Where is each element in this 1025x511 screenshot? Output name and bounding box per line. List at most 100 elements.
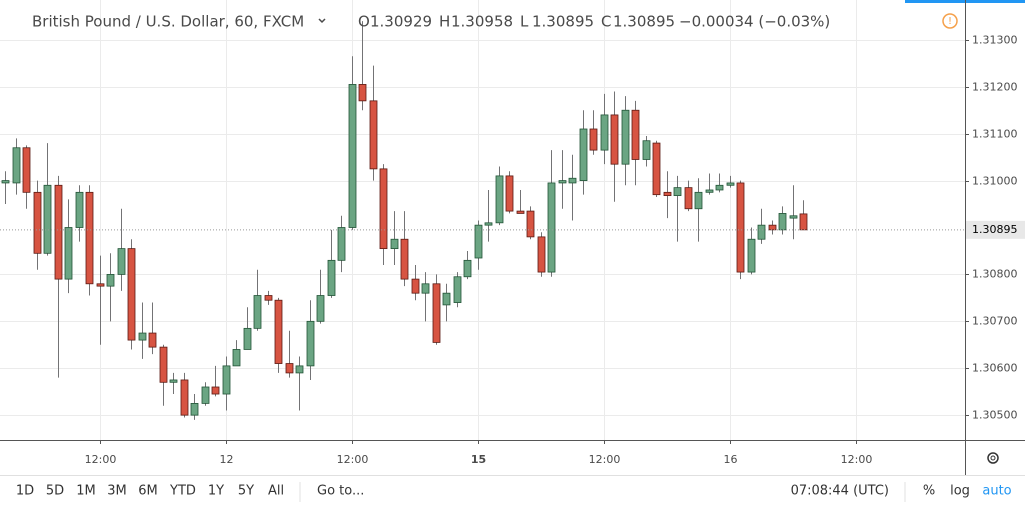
y-tick-label: 1.31100 — [972, 128, 1018, 141]
auto-toggle[interactable]: auto — [982, 484, 1011, 499]
candle-body — [106, 274, 115, 287]
range-button[interactable]: 1M — [76, 484, 96, 499]
candle-body — [285, 363, 294, 374]
range-button[interactable]: 5Y — [238, 484, 254, 499]
candle-body — [673, 187, 682, 197]
candle-body — [453, 276, 462, 303]
candle-body — [484, 222, 493, 226]
candle-body — [117, 248, 126, 275]
goto-button[interactable]: Go to... — [317, 484, 364, 499]
candle-body — [568, 177, 577, 184]
candle-body — [201, 386, 210, 404]
ohlc-key: H — [439, 13, 450, 31]
y-tick-label: 1.31200 — [972, 81, 1018, 94]
clock: 07:08:44 (UTC) — [791, 484, 889, 499]
range-button[interactable]: 1Y — [208, 484, 224, 499]
candle-body — [232, 349, 241, 367]
x-tick-label: 12:00 — [841, 453, 873, 466]
ohlc-change: −0.00034 (−0.03%) — [679, 13, 830, 31]
candle-body — [768, 224, 777, 231]
x-tick-label: 15 — [471, 453, 486, 466]
candle-body — [505, 175, 514, 212]
candle-body — [211, 386, 220, 395]
candle-body — [516, 210, 525, 214]
y-tick-label: 1.31000 — [972, 175, 1018, 188]
candle-body — [75, 191, 84, 228]
candle-body — [316, 295, 325, 322]
candle-body — [621, 109, 630, 165]
candle-body — [778, 213, 787, 231]
gear — [987, 452, 999, 464]
x-tick-label: 16 — [724, 453, 738, 466]
candle-body — [663, 191, 672, 197]
last-price-label: 1.30895 — [972, 223, 1018, 236]
candle-body — [537, 236, 546, 273]
y-tick-label: 1.30700 — [972, 315, 1018, 328]
candle-body — [306, 320, 315, 367]
candle-body — [54, 184, 63, 280]
axes: 1.30500 1.30600 1.30700 1.30800 1.31000 1.311… — [85, 34, 1025, 466]
candle-body — [474, 224, 483, 259]
candle-body — [264, 295, 273, 301]
candle-body — [127, 248, 136, 341]
ohlc-key: C — [601, 13, 611, 31]
candle-body — [757, 224, 766, 240]
percent-toggle[interactable]: % — [923, 484, 935, 499]
candle-body — [148, 332, 157, 348]
candle-body — [558, 180, 567, 184]
candle-body — [43, 184, 52, 254]
candle-body — [379, 168, 388, 250]
ohlc-value: 1.30958 — [451, 13, 513, 31]
symbol-title[interactable]: British Pound / U.S. Dollar, 60, FXCM — [32, 13, 304, 31]
candle-body — [390, 238, 399, 250]
log-toggle[interactable]: log — [950, 484, 970, 499]
range-button[interactable]: 3M — [107, 484, 127, 499]
candle-body — [421, 283, 430, 294]
candle-body — [726, 182, 735, 186]
candle-body — [327, 259, 336, 296]
last-price-box — [966, 220, 1025, 239]
range-button[interactable]: YTD — [169, 484, 196, 499]
warning-icon[interactable] — [942, 13, 958, 29]
candle-body — [33, 191, 42, 254]
candle-body — [495, 175, 504, 224]
candle-body — [432, 283, 441, 343]
x-tick-label: 12 — [220, 453, 234, 466]
range-button[interactable]: All — [268, 484, 284, 499]
candle-body — [12, 147, 21, 184]
candle-body — [631, 109, 640, 160]
candle-body — [463, 259, 472, 278]
candle-body — [579, 128, 588, 181]
candle-body — [747, 238, 756, 273]
candle-body — [358, 84, 367, 102]
candle-body — [600, 114, 609, 151]
ohlc-legend: O 1.30929 H 1.30958 L 1.30895 C 1.30895 −0.00034… — [358, 13, 830, 31]
candle-body — [369, 100, 378, 170]
candle-body — [64, 227, 73, 280]
candle-body — [715, 184, 724, 191]
candle-body — [705, 189, 714, 193]
candle-body — [526, 210, 535, 238]
toolbar: 1D 5D 1M 3M 6M YTD 1Y 5Y All Go to... 07:08:44 (UT… — [16, 482, 1012, 502]
candle-body — [348, 84, 357, 228]
candle-body — [652, 142, 661, 196]
settings-icon[interactable] — [987, 452, 999, 464]
warning-mark: ! — [948, 16, 952, 27]
ohlc-key: L — [520, 13, 529, 31]
y-tick-label: 1.30600 — [972, 362, 1018, 375]
candle-body — [337, 227, 346, 261]
candle-body — [736, 182, 745, 273]
candle-body — [400, 238, 409, 280]
candle-body — [169, 379, 178, 383]
y-tick-label: 1.31300 — [972, 34, 1018, 47]
range-button[interactable]: 1D — [16, 484, 34, 499]
candle-body — [190, 403, 199, 416]
candle-body — [180, 379, 189, 416]
candle-body — [442, 292, 451, 306]
ohlc-value: 1.30895 — [613, 13, 675, 31]
candle-body — [22, 147, 31, 193]
range-button[interactable]: 6M — [138, 484, 158, 499]
symbol-dropdown[interactable] — [318, 18, 326, 24]
range-button[interactable]: 5D — [46, 484, 64, 499]
